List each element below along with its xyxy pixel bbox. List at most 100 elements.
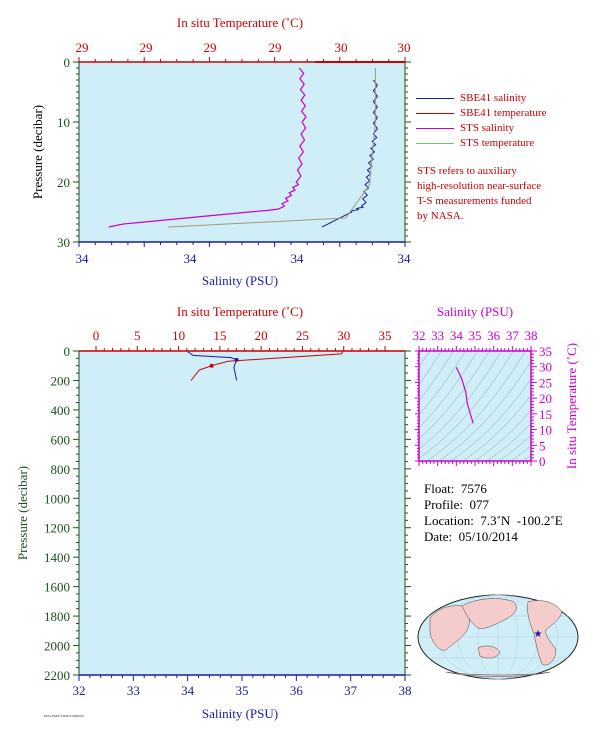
top-profile-chart: In situ Temperature (˚C) 29 29 29 29 30 …	[30, 15, 411, 288]
legend-swatch	[416, 128, 454, 129]
bottom-top-tick-label: 20	[255, 328, 268, 343]
legend-label: SBE41 temperature	[460, 107, 547, 119]
bottom-chart-y-axis-label: Pressure (decibar)	[15, 466, 30, 560]
top-tick-label-bottom-0: 34	[76, 251, 90, 266]
legend-swatch	[416, 143, 454, 144]
ts-contour	[498, 435, 531, 461]
note-line: high-resolution near-surface	[417, 180, 542, 192]
note-line: by NASA.	[417, 210, 464, 222]
ts-top-tick-label: 38	[525, 328, 538, 343]
top-tick-label-top-1: 29	[140, 40, 153, 55]
top-chart-y-axis-label: Pressure (decibar)	[30, 105, 45, 199]
ts-top-axis-label: Salinity (PSU)	[437, 304, 513, 319]
top-chart-bottom-axis-label: Salinity (PSU)	[202, 273, 278, 288]
legend-label: SBE41 salinity	[460, 92, 527, 104]
bottom-y-tick-label: 400	[51, 403, 71, 418]
ts-contour	[474, 409, 531, 461]
ts-right-axis-label: In situ Temperature (˚C)	[564, 343, 579, 469]
bottom-x-tick-label: 36	[290, 683, 304, 698]
bottom-x-tick-label: 37	[344, 683, 358, 698]
top-tick-label-top-2: 29	[204, 40, 217, 55]
bottom-top-tick-label: 15	[213, 328, 226, 343]
bottom-x-tick-label: 34	[181, 683, 195, 698]
map-land	[429, 598, 563, 677]
ts-diagram: Salinity (PSU) 32 33 34 35 36 37 3805101520253…	[413, 304, 580, 469]
bottom-top-tick-label: 25	[296, 328, 309, 343]
bottom-x-tick-label: 38	[399, 683, 412, 698]
ts-contour	[450, 378, 531, 461]
top-chart-plot-area	[79, 62, 405, 242]
top-tick-label-bottom-1: 34	[184, 251, 198, 266]
ts-contour	[486, 423, 531, 461]
ts-series-line	[455, 367, 474, 424]
top-tick-label-y-1: 10	[57, 115, 70, 130]
top-tick-label-bottom-3: 34	[398, 251, 412, 266]
ts-top-tick-label: 35	[469, 328, 482, 343]
series-line-1	[190, 351, 344, 381]
ts-plot-area	[419, 351, 531, 461]
bottom-x-tick-label: 32	[73, 683, 86, 698]
float-location-marker: ★	[534, 629, 543, 640]
bottom-top-tick-label: 5	[134, 328, 141, 343]
ts-right-tick-label: 5	[539, 438, 546, 453]
ts-right-tick-label: 25	[539, 375, 552, 390]
map-land-antarctica	[445, 671, 551, 677]
ts-right-tick-label: 20	[539, 391, 552, 406]
series-line-0	[187, 351, 238, 381]
series-line-3	[167, 68, 376, 228]
top-tick-label-top-3: 29	[269, 40, 282, 55]
ts-series-group	[455, 367, 474, 424]
bottom-chart-top-axis-label: In situ Temperature (˚C)	[177, 304, 303, 319]
top-tick-label-y-0: 0	[64, 55, 71, 70]
note-line: STS refers to auxiliary	[417, 165, 517, 177]
bottom-top-tick-label: 0	[93, 328, 100, 343]
bottom-y-tick-label: 2000	[44, 639, 70, 654]
bottom-top-tick-label: 30	[337, 328, 350, 343]
bottom-x-tick-label: 33	[127, 683, 140, 698]
sts-note: STS refers to auxiliary high-resolution …	[417, 164, 597, 224]
bottom-top-tick-label: 35	[379, 328, 392, 343]
world-map: ★	[417, 594, 579, 680]
date: Date: 05/10/2014	[424, 529, 518, 544]
bottom-y-tick-label: 800	[51, 462, 71, 477]
location: Location: 7.3˚N -100.2˚E	[424, 513, 563, 528]
bottom-y-tick-label: 2200	[44, 668, 70, 683]
fine-print-stamp: PNG.0E2E.TDSKS.E88S04	[44, 714, 84, 718]
ts-right-tick-label: 0	[539, 454, 546, 469]
bottom-chart-plot-area	[79, 351, 405, 675]
top-chart-series-group	[108, 61, 405, 228]
bottom-y-tick-label: 200	[51, 373, 71, 388]
top-tick-label-y-2: 20	[57, 175, 70, 190]
top-tick-label-top-5: 30	[398, 40, 411, 55]
map-land-americas	[527, 600, 563, 666]
bottom-y-tick-label: 1800	[44, 609, 70, 624]
legend-swatch	[416, 98, 454, 99]
series-line-2	[108, 67, 307, 228]
ts-tick-group	[415, 346, 537, 466]
ts-right-tick-label: 15	[539, 407, 552, 422]
bottom-y-tick-label: 0	[64, 344, 71, 359]
ts-top-tick-label: 32	[413, 328, 426, 343]
bottom-chart-series-group	[187, 351, 344, 381]
top-tick-label-top-0: 29	[76, 40, 89, 55]
ts-top-tick-label: 37	[506, 328, 520, 343]
ts-top-tick-label: 33	[431, 328, 444, 343]
float-info-block: Float: 7576 Profile: 077 Location: 7.3˚N…	[424, 481, 563, 545]
series-marker-1	[209, 363, 214, 368]
note-line: T-S measurements funded	[417, 195, 532, 207]
ts-top-tick-label: 36	[487, 328, 501, 343]
legend-label: STS temperature	[460, 137, 535, 149]
top-tick-label-top-4: 30	[335, 40, 348, 55]
bottom-y-tick-label: 600	[51, 432, 71, 447]
bottom-y-tick-label: 1200	[44, 521, 70, 536]
top-tick-label-bottom-2: 34	[291, 251, 305, 266]
bottom-y-tick-label: 1400	[44, 550, 70, 565]
top-tick-label-y-3: 30	[57, 235, 70, 250]
ts-right-tick-label: 10	[539, 423, 552, 438]
bottom-x-tick-label: 35	[236, 683, 249, 698]
map-land-asia	[461, 598, 517, 629]
profile-number: Profile: 077	[424, 497, 489, 512]
legend-swatch	[416, 113, 454, 114]
